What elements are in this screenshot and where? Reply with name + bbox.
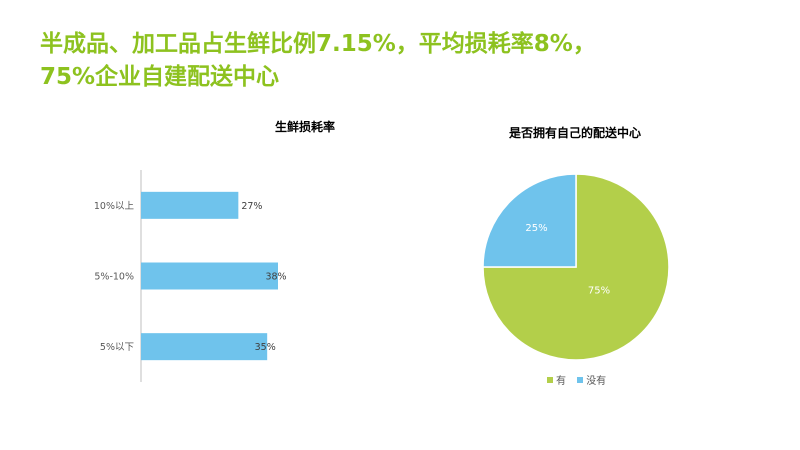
headline-line-1: 半成品、加工品占生鲜比例7.15%，平均损耗率8%， (40, 31, 596, 57)
bar-2[interactable] (141, 333, 268, 361)
bar-category-label-2: 5%以下 (100, 342, 134, 353)
headline-line-2: 75%企业自建配送中心 (40, 64, 280, 90)
bar-1[interactable] (141, 262, 278, 290)
pie-legend: 有 没有 (547, 372, 614, 387)
bar-category-label-0: 10%以上 (94, 201, 135, 212)
legend-item-no[interactable]: 没有 (577, 372, 606, 387)
bar-value-label-1: 38% (265, 272, 286, 283)
bar-value-label-2: 35% (255, 342, 276, 353)
legend-label-no: 没有 (586, 376, 607, 387)
bar-chart-title: 生鲜损耗率 (274, 120, 335, 134)
pie-chart-title: 是否拥有自己的配送中心 (508, 126, 641, 140)
pie-value-label-0: 75% (588, 286, 610, 297)
legend-swatch-no (577, 376, 584, 383)
bar-value-label-0: 27% (241, 201, 262, 212)
legend-item-yes[interactable]: 有 (547, 372, 566, 387)
page-headline: 半成品、加工品占生鲜比例7.15%，平均损耗率8%， 75%企业自建配送中心 (40, 28, 760, 94)
legend-swatch-yes (547, 376, 553, 383)
bar-category-label-1: 5%-10% (94, 272, 134, 283)
pie-value-label-1: 25% (525, 223, 547, 234)
pie-slice-1[interactable] (482, 173, 577, 268)
bar-0[interactable] (141, 191, 239, 219)
legend-label-yes: 有 (556, 376, 566, 387)
pie-slice-0[interactable] (482, 173, 670, 361)
